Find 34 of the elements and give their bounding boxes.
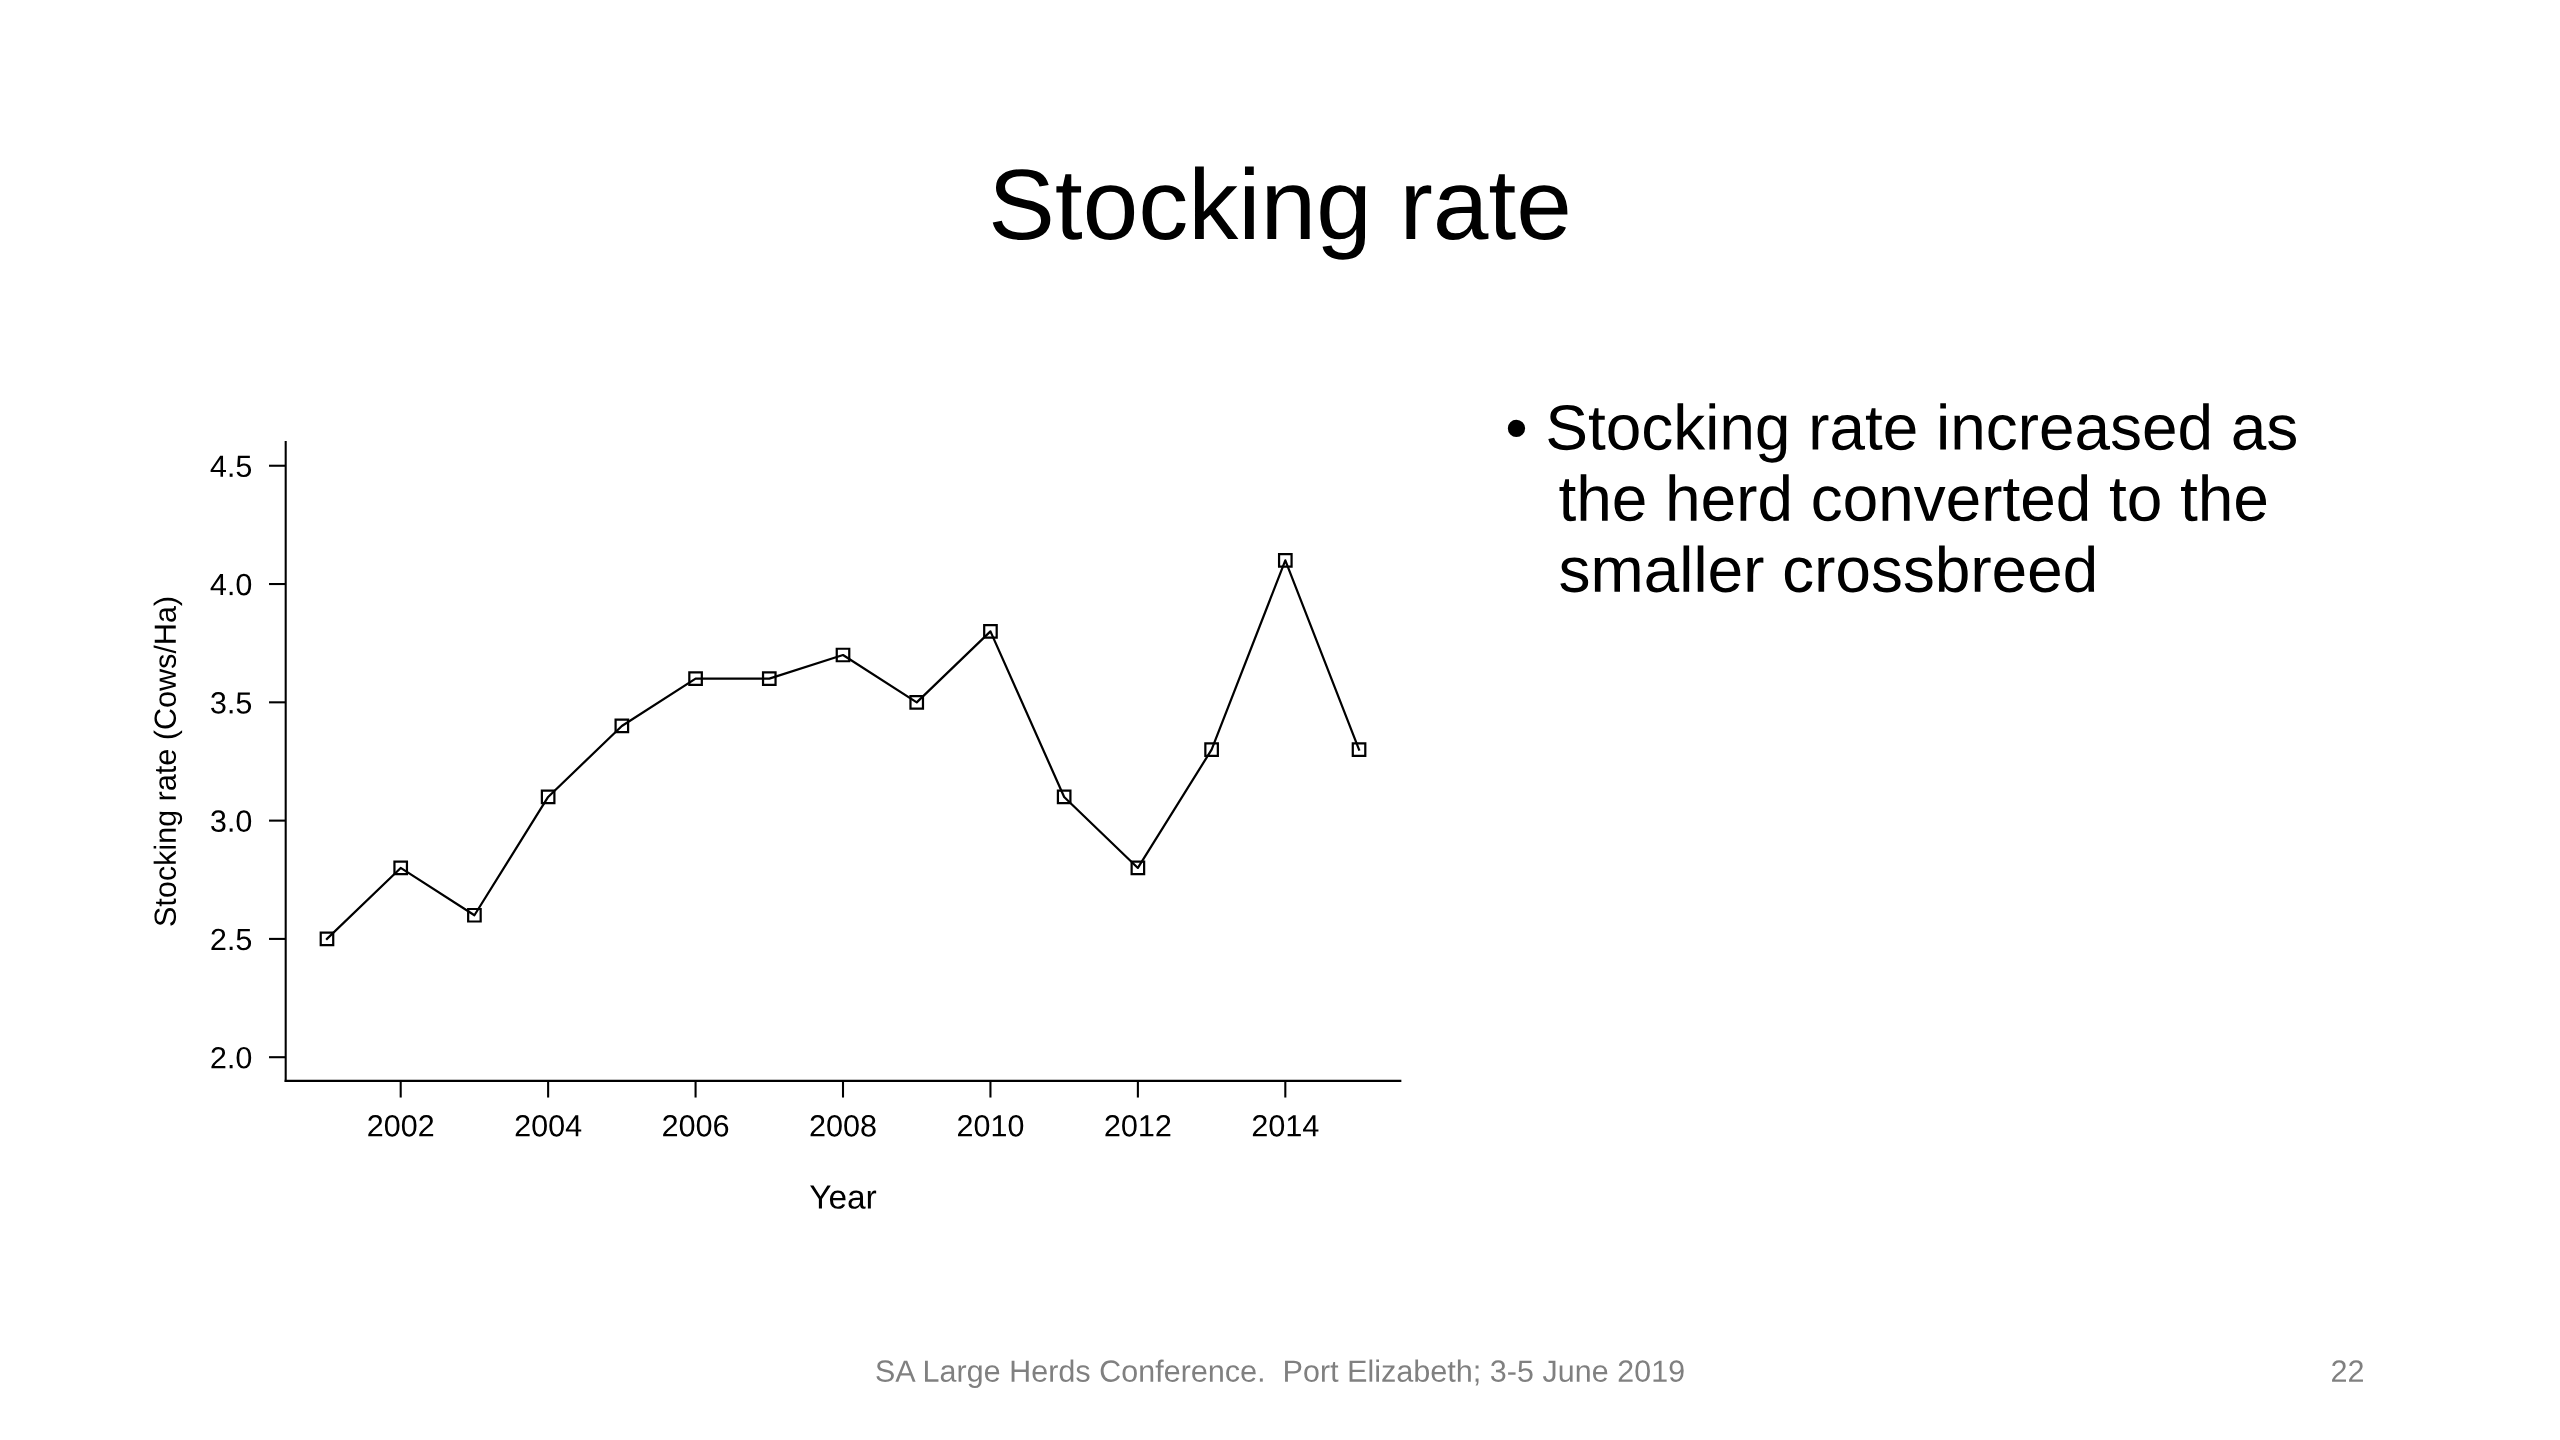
- point: [1204, 742, 1219, 757]
- x-tick-label: 2008: [810, 1115, 876, 1137]
- point: [909, 694, 925, 710]
- point: [688, 671, 703, 687]
- x-tick-label: 2012: [1105, 1115, 1171, 1137]
- y-axis-title: Stocking rate (Cows/Ha): [153, 597, 183, 926]
- x-axis-title: Year: [810, 1185, 877, 1209]
- point: [614, 718, 630, 734]
- y-tick-label: 3.0: [211, 810, 252, 832]
- point: [1056, 789, 1072, 805]
- point: [319, 931, 335, 947]
- point: [1351, 742, 1367, 757]
- point: [983, 623, 998, 639]
- point: [1130, 860, 1146, 876]
- point: [393, 860, 409, 876]
- x-tick-label: 2006: [663, 1115, 729, 1137]
- y-tick-label: 3.5: [211, 692, 252, 714]
- point: [835, 647, 851, 663]
- y-tick-label: 4.0: [210, 573, 252, 596]
- text: 22: [2332, 1360, 2363, 1382]
- x-tick-label: 2014: [1252, 1115, 1319, 1137]
- y-tick-label: 2.0: [211, 1046, 252, 1069]
- point: [1277, 553, 1293, 568]
- text: SA Large Herds Conference. Port Elizabeth; 3-5 June 2019: [876, 1359, 1684, 1388]
- y-tick-label: 4.5: [210, 455, 252, 478]
- point: [540, 789, 556, 805]
- x-tick-label: 2002: [368, 1115, 434, 1137]
- point: [761, 671, 777, 687]
- y-tick-label: 2.5: [211, 928, 252, 951]
- text: • Stocking rate increased as the herd converted to the smaller crossbreed: [1507, 403, 2296, 593]
- x-tick-label: 2010: [958, 1115, 1024, 1137]
- chart-title: Stocking rate: [992, 166, 1568, 260]
- point: [467, 907, 482, 923]
- x-tick-label: 2004: [515, 1115, 582, 1137]
